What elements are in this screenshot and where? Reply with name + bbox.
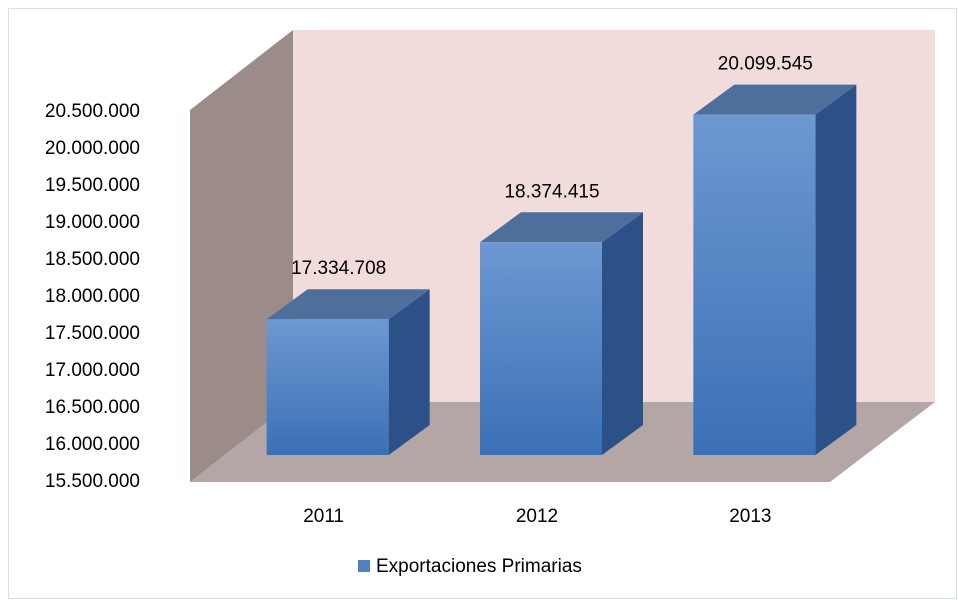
bar-top: [266, 289, 430, 320]
value-label: 17.334.708: [291, 258, 386, 279]
bar-top: [693, 84, 857, 115]
bar: [693, 114, 816, 455]
bar: [480, 242, 602, 455]
y-tick-label: 19.000.000: [45, 212, 140, 233]
legend-label: Exportaciones Primarias: [376, 556, 582, 577]
y-tick-label: 18.500.000: [45, 249, 140, 270]
legend-swatch: [358, 560, 370, 572]
value-label: 20.099.545: [718, 54, 813, 75]
value-label: 18.374.415: [504, 181, 599, 202]
y-tick-label: 17.000.000: [45, 360, 140, 381]
x-tick-label: 2011: [303, 506, 344, 527]
y-tick-label: 16.000.000: [45, 434, 140, 455]
y-tick-label: 16.500.000: [45, 397, 140, 418]
bar: [266, 319, 389, 455]
x-tick-label: 2012: [516, 506, 558, 527]
bar-side: [815, 84, 857, 455]
y-tick-label: 17.500.000: [45, 323, 140, 344]
y-tick-label: 20.500.000: [45, 101, 140, 122]
y-tick-label: 18.000.000: [45, 286, 140, 307]
bar-top: [480, 212, 643, 243]
y-tick-label: 15.500.000: [45, 471, 140, 492]
x-tick-label: 2013: [729, 506, 771, 527]
y-tick-label: 20.000.000: [45, 138, 140, 159]
y-tick-label: 19.500.000: [45, 175, 140, 196]
bar-side: [388, 289, 430, 455]
bar-side: [602, 212, 643, 455]
